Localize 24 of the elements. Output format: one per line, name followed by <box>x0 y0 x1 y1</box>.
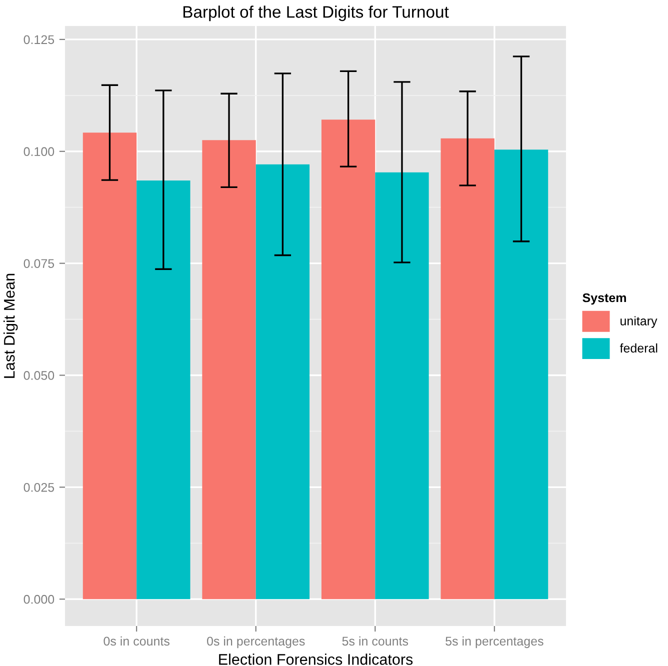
bar <box>136 180 190 600</box>
bar <box>440 138 494 600</box>
bar <box>321 120 376 600</box>
bar <box>494 150 548 600</box>
y-tick-label: 0.025 <box>24 482 54 492</box>
y-tick-label: 0.075 <box>24 259 54 268</box>
x-tick-label: 0s in percentages <box>207 636 305 648</box>
bar <box>82 132 137 600</box>
y-tick-label: 0.100 <box>24 147 54 156</box>
legend-title: System <box>582 293 626 305</box>
y-tick-label: 0.050 <box>24 371 54 380</box>
legend-label: federal <box>620 343 658 353</box>
y-axis-title: Last Digit Mean <box>4 274 18 378</box>
x-axis-title: Election Forensics Indicators <box>219 654 413 665</box>
x-tick-label: 5s in percentages <box>446 636 544 648</box>
x-tick-label: 5s in counts <box>342 636 408 646</box>
bar <box>375 172 429 600</box>
chart-title: Barplot of the Last Digits for Turnout <box>183 6 449 22</box>
legend-label: unitary <box>620 316 658 328</box>
bar <box>202 140 256 600</box>
y-tick-label: 0.125 <box>24 35 54 44</box>
y-tick-label: 0.000 <box>24 594 54 604</box>
bar <box>256 164 310 600</box>
x-tick-label: 0s in counts <box>104 636 170 646</box>
